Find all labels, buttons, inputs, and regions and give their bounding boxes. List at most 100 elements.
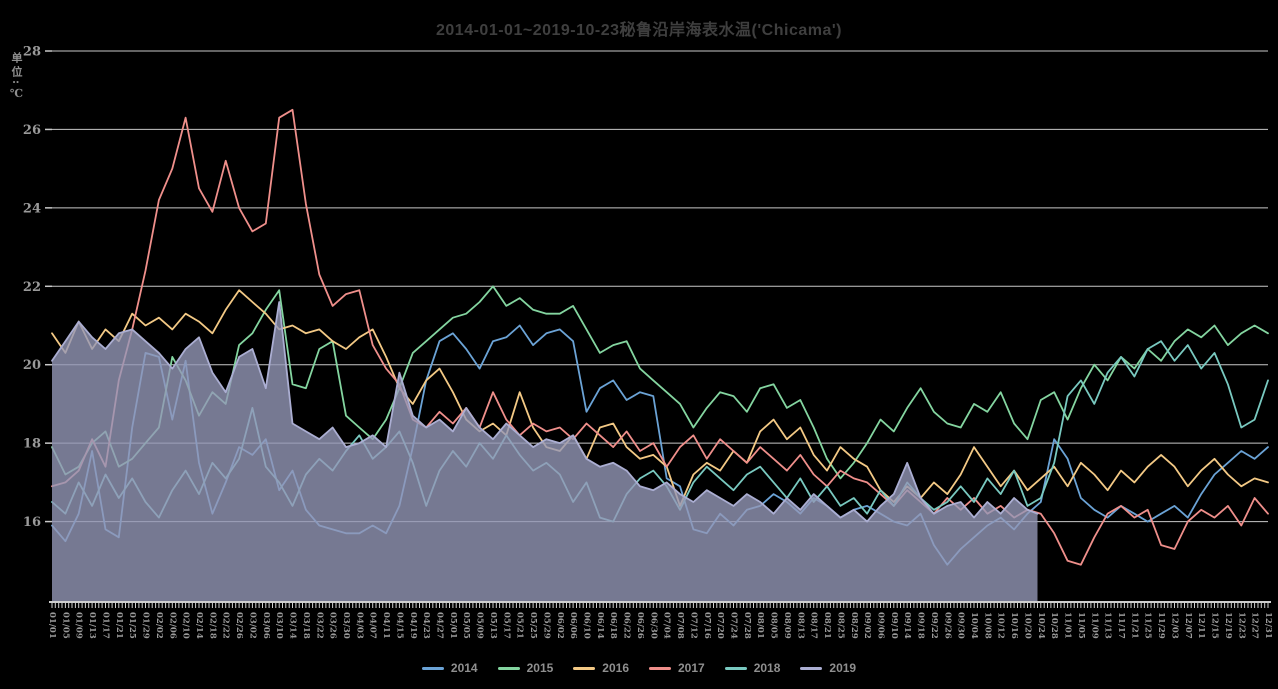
x-tick-label-06-14: 06/14 — [595, 612, 605, 639]
x-tick-label-04-23: 04/23 — [421, 612, 431, 639]
x-tick-label-02-18: 02/18 — [207, 612, 217, 639]
y-tick-label-24: 24 — [23, 201, 41, 216]
x-tick-label-05-13: 05/13 — [488, 612, 498, 639]
x-tick-label-03-26: 03/26 — [328, 612, 338, 639]
x-tick-label-08-09: 08/09 — [782, 612, 792, 639]
x-tick-label-12-11: 12/11 — [1196, 612, 1206, 639]
x-tick-label-11-17: 11/17 — [1116, 612, 1126, 639]
legend-swatch-2015 — [497, 666, 520, 670]
x-tick-label-04-27: 04/27 — [435, 612, 445, 639]
x-tick-label-12-27: 12/27 — [1250, 612, 1260, 639]
x-tick-label-11-29: 11/29 — [1156, 612, 1166, 639]
legend-label-2014: 2014 — [450, 661, 478, 675]
x-tick-label-05-05: 05/05 — [461, 612, 471, 639]
x-tick-label-10-16: 10/16 — [1009, 612, 1019, 639]
x-tick-label-07-08: 07/08 — [675, 612, 685, 639]
x-tick-label-05-21: 05/21 — [515, 612, 525, 639]
x-tick-label-10-08: 10/08 — [982, 612, 992, 639]
x-tick-label-03-18: 03/18 — [301, 612, 311, 639]
y-tick-label-22: 22 — [23, 280, 41, 295]
x-tick-label-07-12: 07/12 — [688, 612, 698, 639]
series-line-2017 — [51, 108, 1269, 566]
chart-canvas: 16 18 20 22 24 26 28 01/01 01/05 01/09 01/13 01/17 0… — [23, 45, 1273, 639]
x-tick-label-04-07: 04/07 — [368, 612, 378, 639]
x-tick-label-10-28: 10/28 — [1049, 612, 1059, 639]
x-tick-label-05-25: 05/25 — [528, 612, 538, 639]
x-tick-label-09-26: 09/26 — [942, 612, 952, 639]
x-tick-label-12-23: 12/23 — [1236, 612, 1246, 639]
x-tick-label-06-30: 06/30 — [648, 612, 658, 639]
x-tick-label-02-14: 02/14 — [194, 612, 204, 639]
x-tick-label-06-02: 06/02 — [555, 612, 565, 639]
legend-swatch-2016 — [573, 666, 596, 670]
x-tick-label-09-30: 09/30 — [956, 612, 966, 639]
x-tick-label-02-22: 02/22 — [221, 612, 231, 639]
x-tick-label-01-25: 01/25 — [127, 612, 137, 639]
x-tick-label-05-29: 05/29 — [541, 612, 551, 639]
legend-item-2016: 2016 — [573, 661, 629, 675]
x-tick-label-02-10: 02/10 — [181, 612, 191, 639]
x-tick-label-12-15: 12/15 — [1210, 612, 1220, 639]
series-area-2019 — [52, 302, 1038, 601]
x-tick-label-04-19: 04/19 — [408, 612, 418, 639]
series-line-2015 — [51, 285, 1269, 480]
x-tick-label-04-15: 04/15 — [394, 612, 404, 639]
x-tick-label-10-20: 10/20 — [1022, 612, 1032, 639]
y-tick-label-18: 18 — [23, 437, 41, 452]
y-tick-label-20: 20 — [23, 358, 41, 373]
x-tick-label-05-09: 05/09 — [475, 612, 485, 639]
x-tick-label-01-17: 01/17 — [100, 612, 110, 639]
x-tick-label-01-05: 01/05 — [60, 612, 70, 639]
x-tick-label-04-03: 04/03 — [354, 612, 364, 639]
x-tick-label-12-07: 12/07 — [1183, 612, 1193, 639]
x-tick-label-03-02: 03/02 — [247, 612, 257, 639]
x-tick-label-09-10: 09/10 — [889, 612, 899, 639]
x-tick-label-11-13: 11/13 — [1103, 612, 1113, 639]
series-line-2019 — [51, 301, 1039, 523]
y-tick-label-28: 28 — [23, 45, 41, 60]
legend-label-2016: 2016 — [602, 661, 629, 675]
x-tick-label-09-22: 09/22 — [929, 612, 939, 639]
x-tick-label-07-04: 07/04 — [662, 612, 672, 639]
legend-item-2017: 2017 — [649, 661, 705, 675]
x-tick-label-05-17: 05/17 — [501, 612, 511, 639]
x-tick-label-03-14: 03/14 — [288, 612, 298, 639]
x-tick-label-09-18: 09/18 — [916, 612, 926, 639]
x-tick-label-09-02: 09/02 — [862, 612, 872, 639]
x-tick-label-09-06: 09/06 — [875, 612, 885, 639]
x-tick-label-10-24: 10/24 — [1036, 612, 1046, 639]
x-tick-label-11-21: 11/21 — [1129, 612, 1139, 639]
x-tick-label-06-18: 06/18 — [608, 612, 618, 639]
legend-swatch-2014 — [421, 666, 444, 670]
legend-item-2019: 2019 — [800, 661, 856, 675]
legend-label-2015: 2015 — [526, 661, 554, 675]
x-tick-label-10-12: 10/12 — [996, 612, 1006, 639]
x-tick-label-08-13: 08/13 — [795, 612, 805, 639]
x-tick-label-12-19: 12/19 — [1223, 612, 1233, 639]
y-tick-label-16: 16 — [23, 515, 41, 530]
x-tick-label-11-05: 11/05 — [1076, 612, 1086, 639]
x-tick-label-03-06: 03/06 — [261, 612, 271, 639]
x-tick-label-06-22: 06/22 — [622, 612, 632, 639]
x-tick-label-02-06: 02/06 — [167, 612, 177, 639]
x-tick-label-06-10: 06/10 — [582, 612, 592, 639]
x-tick-label-11-01: 11/01 — [1063, 612, 1073, 639]
x-tick-label-07-24: 07/24 — [728, 612, 738, 639]
x-tick-label-08-01: 08/01 — [755, 612, 765, 639]
y-tick-label-26: 26 — [23, 123, 41, 138]
x-tick-label-01-21: 01/21 — [114, 612, 124, 639]
x-tick-label-01-29: 01/29 — [141, 612, 151, 639]
legend-swatch-2018 — [724, 666, 747, 670]
x-tick-label-08-21: 08/21 — [822, 612, 832, 639]
series-line-2016 — [51, 289, 1269, 507]
legend-item-2015: 2015 — [497, 661, 554, 675]
chart-legend: 2014 2015 2016 2017 2018 2019 — [0, 661, 1278, 675]
x-tick-label-08-25: 08/25 — [835, 612, 845, 639]
x-tick-label-08-17: 08/17 — [809, 612, 819, 639]
x-tick-label-03-30: 03/30 — [341, 612, 351, 639]
x-tick-label-07-20: 07/20 — [715, 612, 725, 639]
x-tick-label-01-01: 01/01 — [47, 612, 57, 639]
x-tick-label-12-31: 12/31 — [1263, 612, 1273, 639]
x-tick-label-05-01: 05/01 — [448, 612, 458, 639]
